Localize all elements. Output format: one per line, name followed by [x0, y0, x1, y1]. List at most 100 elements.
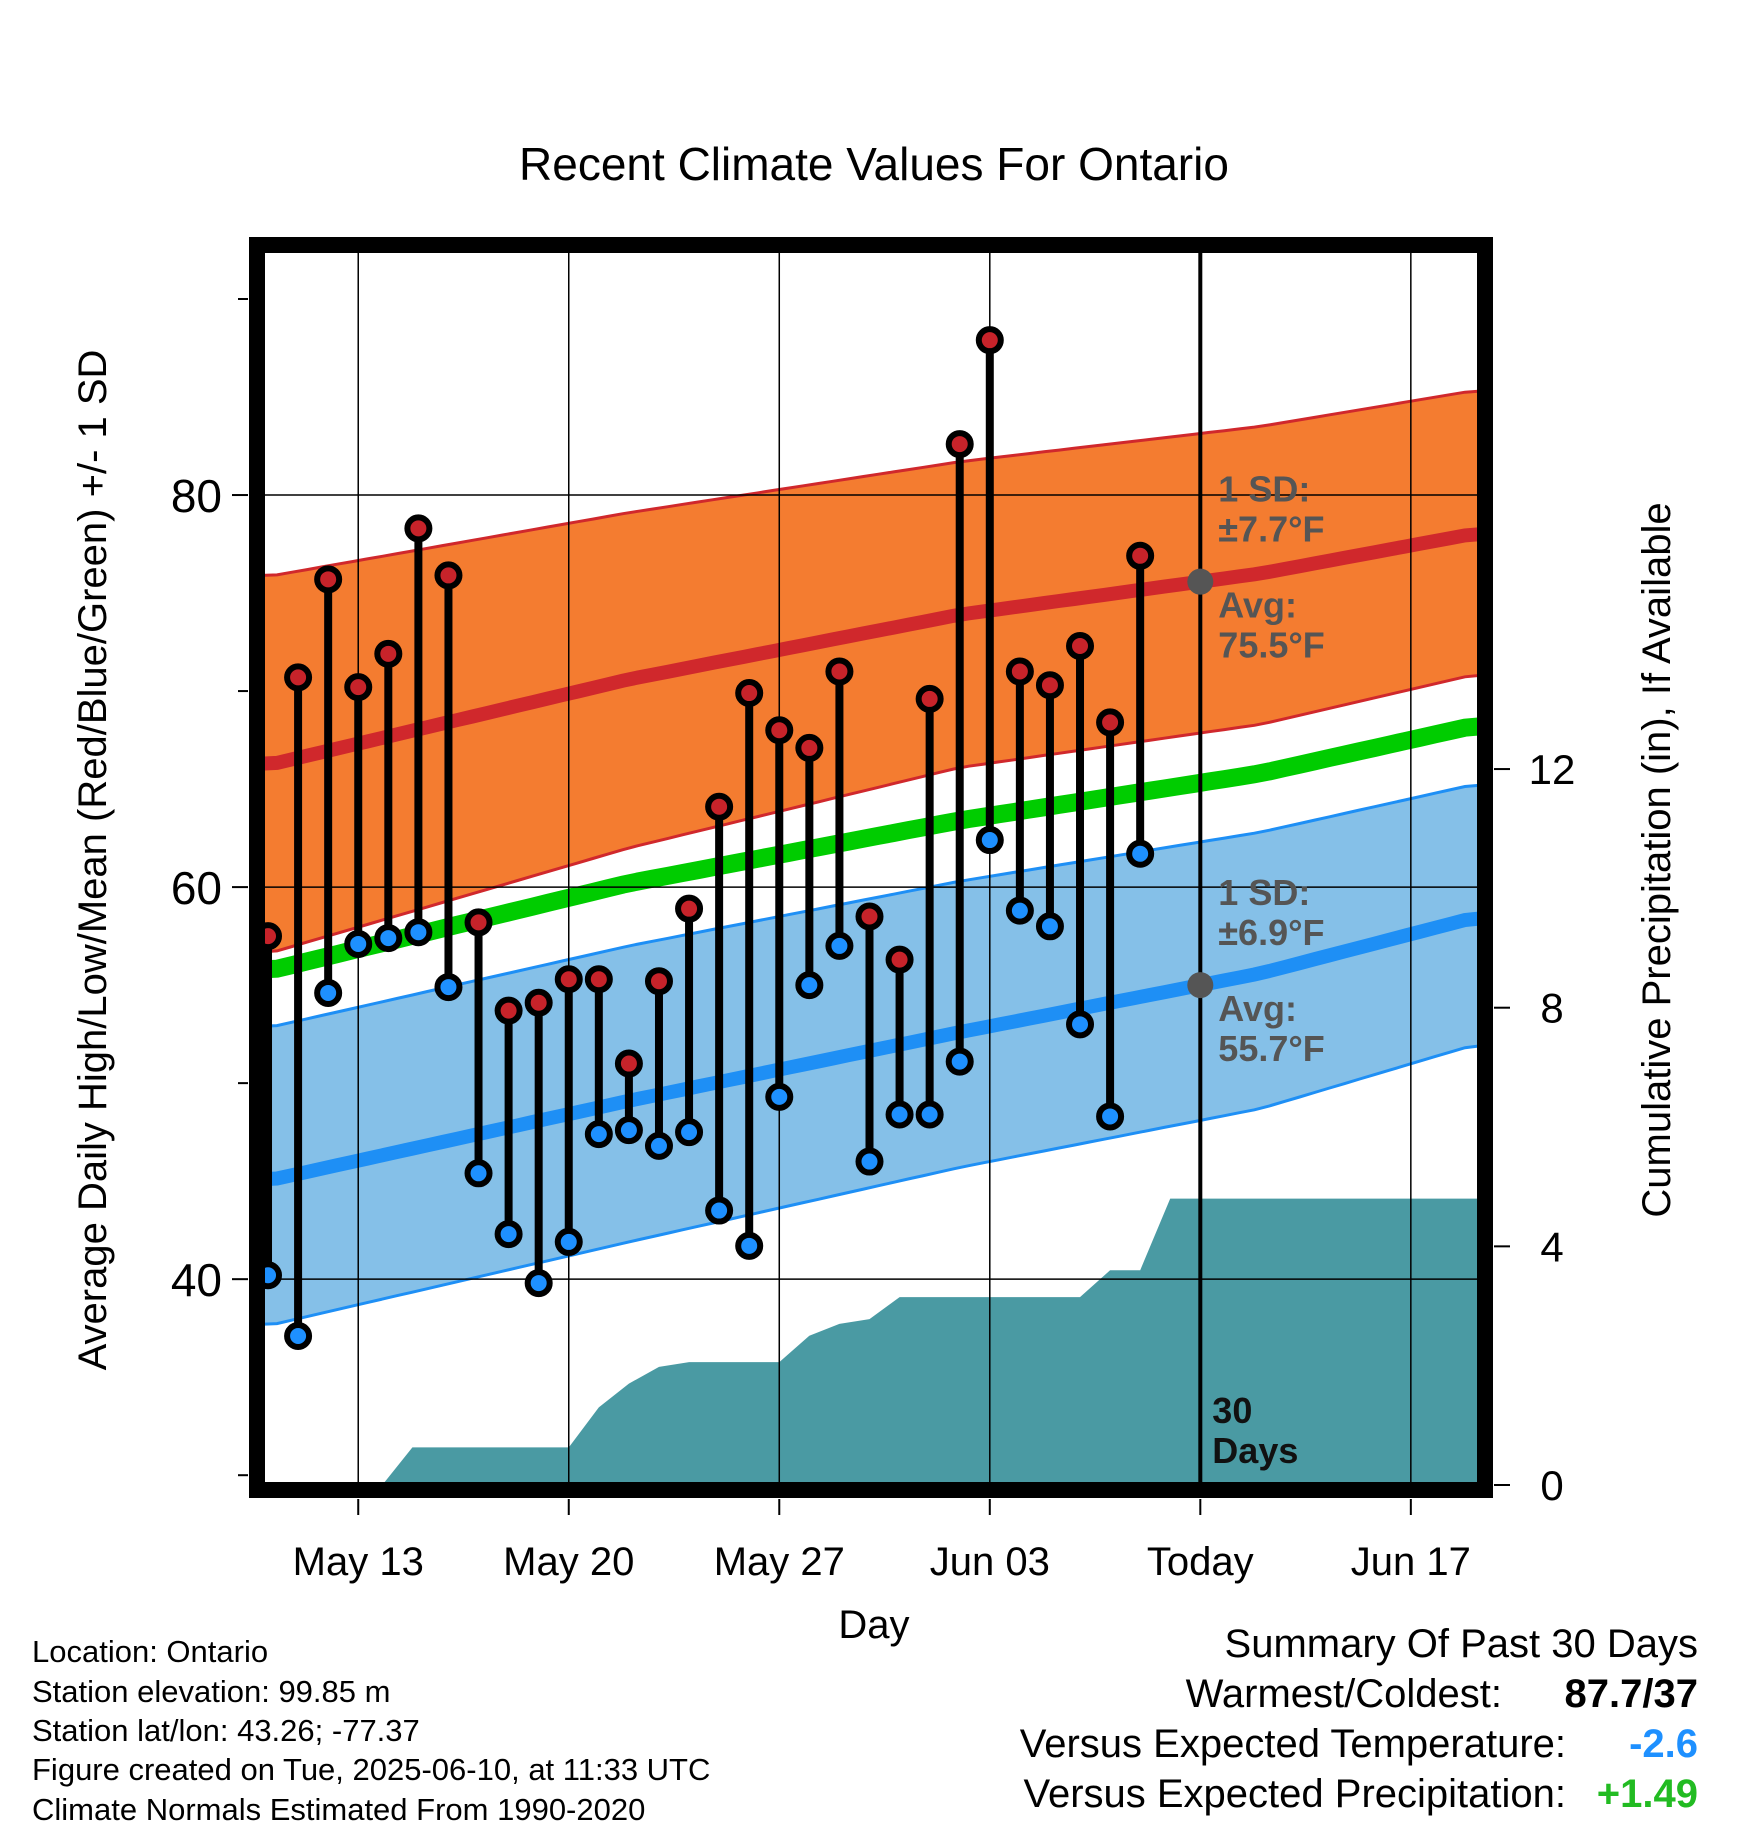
- daily-low-point: [1035, 912, 1064, 941]
- daily-low-point: [314, 978, 343, 1007]
- daily-high-point: [524, 988, 553, 1017]
- daily-low-point: [614, 1116, 643, 1145]
- daily-high-point: [1126, 541, 1155, 570]
- high-avg-value: 75.5°F: [1218, 625, 1324, 666]
- summary-warm-cold-label: Warmest/Coldest:: [1185, 1672, 1502, 1716]
- high-sd-value: ±7.7°F: [1218, 509, 1324, 550]
- daily-high-point: [464, 908, 493, 937]
- daily-low-point: [975, 826, 1004, 855]
- daily-low-point: [945, 1047, 974, 1076]
- chart-title: Recent Climate Values For Ontario: [519, 138, 1229, 190]
- low-sd-value: ±6.9°F: [1218, 912, 1324, 953]
- footer-normals: Climate Normals Estimated From 1990-2020: [32, 1792, 646, 1827]
- y2-tick-label: 4: [1540, 1223, 1563, 1270]
- x-tick-label: May 13: [293, 1540, 424, 1584]
- daily-high-point: [344, 673, 373, 702]
- daily-high-point: [795, 733, 824, 762]
- today-normal-high-marker: [1187, 568, 1214, 595]
- x-axis-label: Day: [838, 1603, 909, 1647]
- daily-low-point: [644, 1131, 673, 1160]
- summary-title: Summary Of Past 30 Days: [1224, 1622, 1698, 1666]
- daily-high-point: [554, 965, 583, 994]
- y2-axis-label: Cumulative Precipitation (in), If Availa…: [1635, 502, 1679, 1217]
- daily-low-point: [855, 1147, 884, 1176]
- daily-high-point: [434, 561, 463, 590]
- footer-location: Location: Ontario: [32, 1634, 269, 1669]
- daily-high-point: [1005, 657, 1034, 686]
- daily-high-point: [1066, 631, 1095, 660]
- daily-low-point: [524, 1269, 553, 1298]
- footer-created: Figure created on Tue, 2025-06-10, at 11…: [32, 1752, 711, 1787]
- summary-warm-cold-value: 87.7/37: [1564, 1672, 1698, 1716]
- high-sd-lower-edge: [261, 673, 1481, 954]
- daily-low-point: [825, 931, 854, 960]
- daily-low-point: [795, 971, 824, 1000]
- days-label-number: 30: [1212, 1390, 1252, 1431]
- daily-high-point: [675, 894, 704, 923]
- y2-tick-label: 8: [1540, 985, 1563, 1032]
- daily-high-point: [975, 326, 1004, 355]
- precipitation-area: [262, 1198, 1480, 1485]
- y2-tick-label: 12: [1529, 746, 1576, 793]
- daily-low-point: [494, 1220, 523, 1249]
- y-axis-label: Average Daily High/Low/Mean (Red/Blue/Gr…: [71, 350, 115, 1371]
- daily-low-point: [404, 918, 433, 947]
- daily-low-point: [735, 1231, 764, 1260]
- summary-precip-label: Versus Expected Precipitation:: [1023, 1772, 1566, 1816]
- daily-high-point: [855, 902, 884, 931]
- daily-low-point: [1066, 1010, 1095, 1039]
- today-normal-low-marker: [1187, 972, 1214, 999]
- low-sd-lower-edge: [261, 1044, 1481, 1326]
- daily-high-point: [1035, 671, 1064, 700]
- low-sd-upper-edge: [261, 783, 1481, 1028]
- daily-high-point: [705, 792, 734, 821]
- x-tick-label: May 20: [503, 1540, 634, 1584]
- summary-precip-value: +1.49: [1596, 1772, 1698, 1816]
- daily-low-point: [915, 1100, 944, 1129]
- daily-high-point: [374, 639, 403, 668]
- daily-low-point: [344, 929, 373, 958]
- normal-high-line: [261, 527, 1481, 771]
- high-sd-label: 1 SD:: [1218, 469, 1310, 510]
- daily-high-point: [735, 679, 764, 708]
- daily-low-point: [374, 924, 403, 953]
- y2-tick-label: 0: [1540, 1462, 1563, 1509]
- x-tick-label: Jun 03: [930, 1540, 1050, 1584]
- daily-low-point: [885, 1100, 914, 1129]
- y-tick-label: 80: [171, 470, 222, 522]
- summary-temp-value: -2.6: [1629, 1722, 1698, 1766]
- daily-high-point: [945, 430, 974, 459]
- x-tick-label: May 27: [714, 1540, 845, 1584]
- days-label-text: Days: [1212, 1430, 1298, 1471]
- daily-high-point: [915, 684, 944, 713]
- x-tick-label: Jun 17: [1351, 1540, 1471, 1584]
- daily-low-point: [584, 1120, 613, 1149]
- daily-high-point: [644, 967, 673, 996]
- plot-frame: [249, 237, 1493, 1498]
- daily-low-point: [1126, 839, 1155, 868]
- footer-elevation: Station elevation: 99.85 m: [32, 1674, 391, 1709]
- y-tick-label: 40: [171, 1254, 222, 1306]
- low-avg-label: Avg:: [1218, 988, 1297, 1029]
- high-avg-label: Avg:: [1218, 585, 1297, 626]
- daily-high-point: [284, 663, 313, 692]
- daily-high-point: [584, 965, 613, 994]
- daily-low-point: [1005, 896, 1034, 925]
- daily-low-point: [284, 1322, 313, 1351]
- daily-high-point: [765, 716, 794, 745]
- low-avg-value: 55.7°F: [1218, 1028, 1324, 1069]
- daily-high-point: [494, 996, 523, 1025]
- daily-low-point: [1096, 1102, 1125, 1131]
- footer-latlon: Station lat/lon: 43.26; -77.37: [32, 1713, 420, 1748]
- high-sd-band: [262, 391, 1480, 952]
- low-sd-label: 1 SD:: [1218, 872, 1310, 913]
- high-sd-upper-edge: [261, 389, 1481, 577]
- daily-high-point: [885, 945, 914, 974]
- daily-low-point: [705, 1196, 734, 1225]
- daily-high-point: [404, 514, 433, 543]
- daily-low-point: [434, 973, 463, 1002]
- daily-low-point: [675, 1118, 704, 1147]
- summary-temp-label: Versus Expected Temperature:: [1019, 1722, 1566, 1766]
